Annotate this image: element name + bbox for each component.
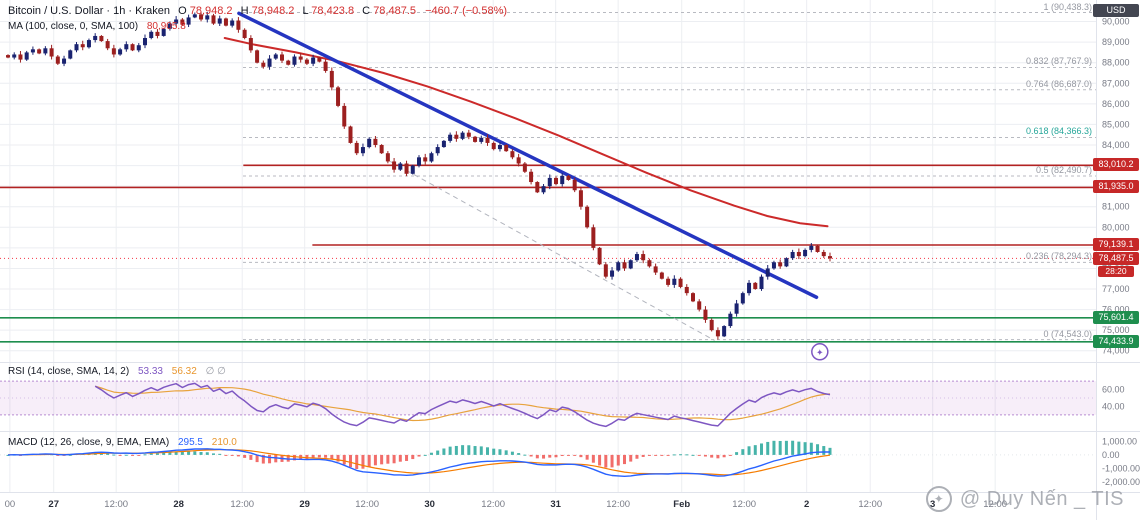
svg-text:80,000: 80,000 (1102, 222, 1130, 232)
time-tick-label: 12:00 (858, 499, 882, 510)
svg-text:1,000.00: 1,000.00 (1102, 436, 1137, 446)
dashed-channel-line (389, 161, 715, 341)
time-tick-label: Feb (673, 499, 690, 510)
svg-text:0.00: 0.00 (1102, 450, 1120, 460)
svg-text:85,000: 85,000 (1102, 119, 1130, 129)
gridlines (0, 0, 1096, 492)
fib-retracement-lines (243, 12, 1096, 341)
high-value: 78,948.2 (251, 5, 295, 17)
svg-text:84,000: 84,000 (1102, 140, 1130, 150)
time-tick-label: 12:00 (732, 499, 756, 510)
close-value: 78,487.5 (373, 5, 417, 17)
change-value: −460.7 (−0.58%) (425, 5, 508, 17)
descending-trendline[interactable] (237, 11, 819, 299)
macd-value: 295.5 (177, 437, 203, 448)
symbol-title[interactable]: Bitcoin / U.S. Dollar · 1h · Kraken (8, 5, 171, 17)
time-tick-label: 3 (930, 499, 935, 510)
time-tick-label: 00 (5, 499, 16, 510)
open-label: O (178, 5, 187, 17)
svg-text:76,000: 76,000 (1102, 305, 1130, 315)
svg-text:77,000: 77,000 (1102, 284, 1130, 294)
time-tick-label: 12:00 (606, 499, 630, 510)
svg-text:87,000: 87,000 (1102, 78, 1130, 88)
time-tick-label: 2 (804, 499, 809, 510)
low-label: L (302, 5, 309, 17)
svg-text:-2,000.00: -2,000.00 (1102, 477, 1140, 487)
price-axis[interactable]: 74,000 75,000 76,000 77,000 78,000 79,000 80,0… (1102, 17, 1140, 487)
support-resistance-lines (0, 164, 1096, 343)
high-label: H (240, 5, 249, 17)
rsi-panel[interactable] (0, 380, 1096, 428)
time-tick-label: 29 (299, 499, 310, 510)
time-tick-label: 12:00 (481, 499, 505, 510)
low-value: 78,423.8 (311, 5, 355, 17)
ma-100-line (223, 37, 829, 228)
svg-text:74,000: 74,000 (1102, 346, 1130, 356)
time-tick-label: 30 (424, 499, 435, 510)
svg-text:82,000: 82,000 (1102, 181, 1130, 191)
svg-text:89,000: 89,000 (1102, 37, 1130, 47)
time-axis[interactable]: 00 27 12:00 28 12:00 29 12:00 30 12:00 31 12:00 Feb… (5, 499, 1007, 510)
open-value: 78,948.2 (189, 5, 233, 17)
svg-text:79,000: 79,000 (1102, 243, 1130, 253)
time-tick-label: 12:00 (230, 499, 254, 510)
time-tick-label: 12:00 (104, 499, 128, 510)
close-label: C (362, 5, 371, 17)
event-marker-icon[interactable] (811, 343, 829, 361)
svg-text:88,000: 88,000 (1102, 58, 1130, 68)
svg-text:40.00: 40.00 (1102, 401, 1125, 411)
rsi-label[interactable]: RSI (14, close, SMA, 14, 2) (8, 366, 130, 377)
rsi-line (94, 382, 831, 428)
time-tick-label: 28 (173, 499, 184, 510)
ma-value: 80,905.8 (146, 21, 186, 32)
svg-text:86,000: 86,000 (1102, 99, 1130, 109)
svg-text:90,000: 90,000 (1102, 17, 1130, 27)
macd-legend[interactable]: MACD (12, 26, close, 9, EMA, EMA) 295.5 … (8, 437, 237, 448)
rsi-ma-value: 56.32 (171, 366, 197, 377)
svg-text:60.00: 60.00 (1102, 385, 1125, 395)
candlestick-series (6, 11, 832, 340)
event-marker-glyph: ✦ (816, 347, 824, 357)
ma-label[interactable]: MA (100, close, 0, SMA, 100) (8, 21, 139, 32)
rsi-legend[interactable]: RSI (14, close, SMA, 14, 2) 53.33 56.32 … (8, 366, 226, 377)
svg-text:81,000: 81,000 (1102, 202, 1130, 212)
macd-panel[interactable] (0, 440, 1096, 477)
macd-signal-value: 210.0 (211, 437, 237, 448)
rsi-empty-values: ∅ ∅ (205, 366, 226, 377)
svg-text:83,000: 83,000 (1102, 161, 1130, 171)
rsi-value: 53.33 (137, 366, 163, 377)
time-tick-label: 12:00 (983, 499, 1007, 510)
macd-line (7, 448, 830, 477)
time-tick-label: 12:00 (355, 499, 379, 510)
time-tick-label: 27 (48, 499, 59, 510)
svg-text:78,000: 78,000 (1102, 263, 1130, 273)
svg-text:75,000: 75,000 (1102, 325, 1130, 335)
symbol-legend[interactable]: Bitcoin / U.S. Dollar · 1h · Kraken O 78… (8, 5, 507, 17)
ma-legend[interactable]: MA (100, close, 0, SMA, 100) 80,905.8 (8, 21, 186, 32)
svg-text:-1,000.00: -1,000.00 (1102, 463, 1140, 473)
macd-label[interactable]: MACD (12, 26, close, 9, EMA, EMA) (8, 437, 170, 448)
time-tick-label: 31 (550, 499, 561, 510)
rsi-smoothing-line (95, 385, 831, 422)
